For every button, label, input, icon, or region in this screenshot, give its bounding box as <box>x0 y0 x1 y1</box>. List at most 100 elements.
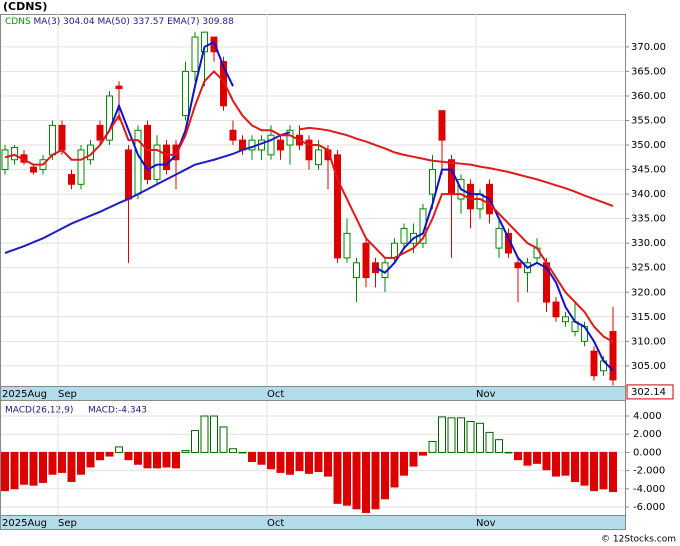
y-tick-label: -6.000 <box>633 502 665 513</box>
candle-body <box>153 144 161 180</box>
line-series <box>299 126 614 207</box>
y-tick-label: 360.00 <box>631 91 666 102</box>
candle-body <box>77 149 85 185</box>
legend-entry: MA(3) <box>34 17 61 27</box>
macd-bar <box>609 451 617 493</box>
y-tick-label: 335.00 <box>631 214 666 225</box>
macd-bar <box>210 415 218 453</box>
y-tick-label: 315.00 <box>631 312 666 323</box>
candle-body <box>400 227 408 244</box>
macd-bar <box>200 415 209 453</box>
macd-bar <box>343 451 351 506</box>
macd-bar <box>599 451 608 490</box>
macd-bar <box>542 451 551 471</box>
candle-body <box>429 169 436 195</box>
candle-body <box>514 262 522 269</box>
candle-body <box>267 134 275 156</box>
macd-bar <box>495 439 503 453</box>
candle-body <box>49 124 56 156</box>
candle-body <box>448 159 455 195</box>
macd-title: MACD(26,12,9) <box>5 406 73 416</box>
x-tick-label: Nov <box>476 518 496 529</box>
line-series <box>99 40 234 171</box>
macd-bar <box>419 451 427 456</box>
macd-bar <box>181 450 190 453</box>
y-tick-label: 365.00 <box>631 66 666 77</box>
legend-entry: 309.88 <box>202 17 234 27</box>
candle-body <box>467 183 474 210</box>
legend-entry: EMA(7) <box>167 17 199 27</box>
y-tick-label: 355.00 <box>631 115 666 126</box>
x-tick-label: Oct <box>267 389 284 400</box>
y-tick-label: -2.000 <box>633 466 665 477</box>
x-tick-label: 2025Aug <box>2 389 47 400</box>
macd-bar <box>219 426 228 453</box>
last-price-box <box>626 384 674 400</box>
candle-body <box>1 149 9 171</box>
y-tick-label: 350.00 <box>631 140 666 151</box>
x-tick-label: Nov <box>476 389 496 400</box>
y-tick-label: 325.00 <box>631 263 666 274</box>
y-tick-label: 305.00 <box>631 361 666 372</box>
legend: CDNS MA(3) 304.04 MA(50) 337.57 EMA(7) 3… <box>5 17 234 27</box>
y-tick-label: 4.000 <box>633 411 662 422</box>
macd-bar <box>514 451 522 461</box>
macd-bar <box>153 451 161 469</box>
y-tick-label: 340.00 <box>631 189 666 200</box>
macd-bar <box>276 451 285 473</box>
y-tick-label: 2.000 <box>633 429 662 440</box>
candle-body <box>277 139 284 151</box>
candle-body <box>191 36 199 72</box>
price-panel <box>0 14 626 387</box>
macd-bar <box>48 451 57 475</box>
y-tick-label: 345.00 <box>631 165 666 176</box>
macd-bar <box>333 451 342 504</box>
date-band <box>0 515 626 530</box>
macd-bar <box>10 451 19 490</box>
macd-bar <box>20 451 28 485</box>
candle-body <box>609 331 617 381</box>
candle-body <box>115 85 123 90</box>
macd-bar <box>77 451 85 475</box>
candle-body <box>353 262 360 279</box>
candle-body <box>438 110 446 141</box>
macd-bar <box>466 420 475 453</box>
candle-body <box>30 166 37 173</box>
macd-bar <box>590 451 598 492</box>
macd-bar <box>324 451 332 477</box>
macd-bar <box>134 451 142 465</box>
macd-bar <box>476 422 484 453</box>
y-tick-label: -4.000 <box>633 484 665 495</box>
macd-bar <box>39 451 47 483</box>
candle-body <box>590 350 598 377</box>
candle-body <box>495 227 503 249</box>
candle-body <box>562 316 569 323</box>
macd-bar <box>485 431 494 453</box>
macd-bar <box>428 440 437 453</box>
candle-body <box>144 124 151 180</box>
x-tick-label: Sep <box>58 518 77 529</box>
y-tick-label: 370.00 <box>631 42 666 53</box>
macd-bar <box>533 451 541 464</box>
line-series <box>4 69 614 343</box>
macd-bar <box>457 417 465 453</box>
legend-entry: 337.57 <box>133 17 165 27</box>
x-tick-label: Oct <box>267 518 284 529</box>
macd-bar <box>447 417 456 453</box>
macd-bar <box>86 451 95 468</box>
macd-bar <box>162 451 171 468</box>
macd-bar <box>124 451 133 461</box>
chart-title: (CDNS) <box>3 0 47 13</box>
macd-bar <box>248 451 256 463</box>
macd-bar <box>295 451 304 472</box>
line-series <box>4 131 291 254</box>
macd-bar <box>29 451 38 486</box>
macd-bar <box>143 451 152 469</box>
candle-body <box>106 95 113 141</box>
candle-body <box>58 124 66 151</box>
candle-body <box>305 139 313 161</box>
candle-body <box>552 301 560 318</box>
candle-body <box>334 154 341 259</box>
macd-bar <box>523 451 532 466</box>
